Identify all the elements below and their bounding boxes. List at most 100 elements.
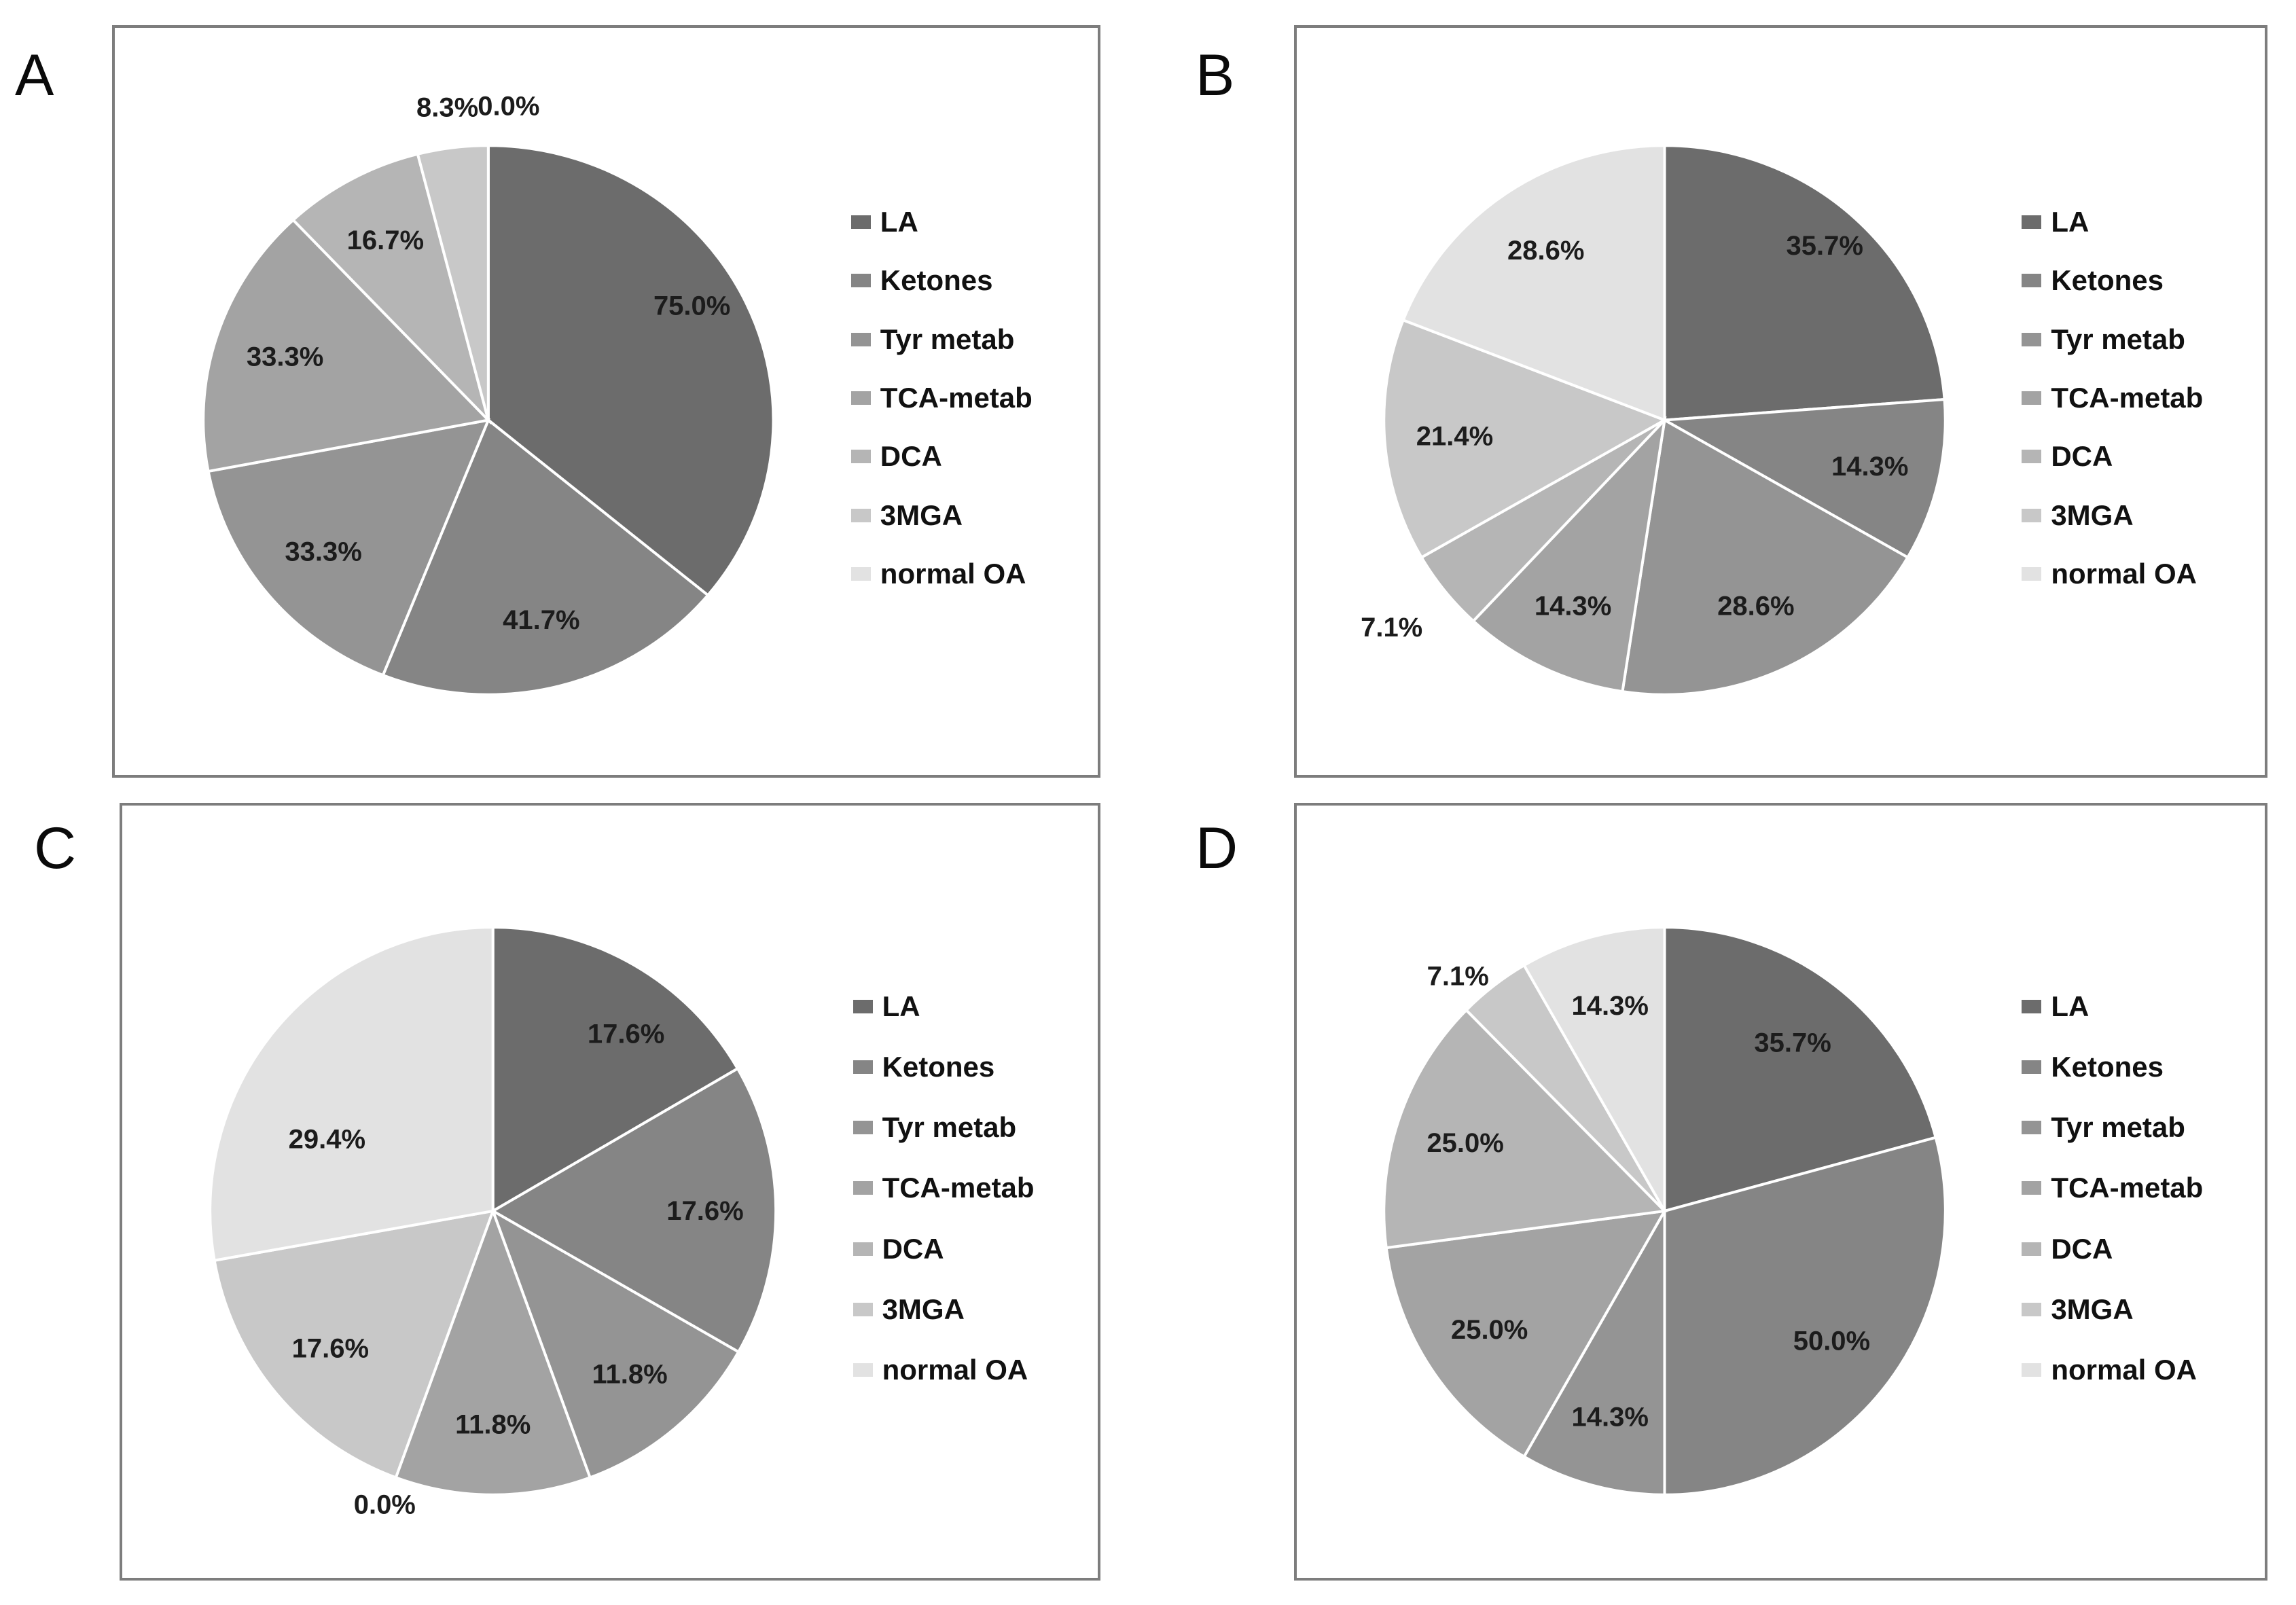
slice-label-la: 35.7%	[1787, 231, 1863, 261]
slice-label-normal-oa: 28.6%	[1507, 236, 1584, 266]
legend-swatch-normal-oa	[2022, 567, 2042, 581]
legend-item-ketones: Ketones	[853, 1050, 995, 1083]
pie-slice-normal-oa	[209, 926, 495, 1263]
legend-item-dca: DCA	[2022, 1233, 2113, 1265]
legend-swatch-3mga	[850, 508, 871, 522]
slice-label-3mga: 8.3%	[416, 92, 478, 122]
legend-c: LA Ketones Tyr metab TCA-metab DCA 3MGA normal…	[853, 806, 1098, 1578]
legend-item-3mga: 3MGA	[850, 499, 963, 532]
panel-a: 75.0% 41.7% 33.3% 33.3% 16.7% 8.3% 0.0% LA Keto…	[112, 25, 1100, 778]
legend-swatch-dca	[2022, 450, 2042, 464]
legend-label-dca: DCA	[880, 440, 942, 473]
legend-swatch-tyr-metab	[853, 1121, 873, 1135]
slice-label-tyr-metab: 28.6%	[1717, 592, 1794, 621]
pie-slice-tyr-metab	[207, 418, 491, 677]
panel-b: 35.7% 14.3% 28.6% 14.3% 7.1% 21.4% 28.6% LA Ket…	[1294, 25, 2267, 778]
legend-label-tca-metab: TCA-metab	[2051, 382, 2204, 414]
legend-item-ketones: Ketones	[2022, 1051, 2164, 1083]
legend-label-ketones: Ketones	[882, 1050, 995, 1083]
legend-item-tca-metab: TCA-metab	[850, 382, 1033, 414]
legend-item-normal-oa: normal OA	[2022, 1354, 2197, 1386]
pie-slice-3mga	[416, 144, 490, 421]
legend-label-dca: DCA	[2051, 440, 2113, 473]
legend-item-normal-oa: normal OA	[853, 1354, 1028, 1386]
pie-slice-la	[1663, 926, 1938, 1213]
legend-b: LA Ketones Tyr metab TCA-metab DCA 3MGA normal…	[2022, 28, 2265, 775]
legend-swatch-la	[853, 999, 873, 1013]
slice-label-normal-oa: 14.3%	[1571, 991, 1648, 1021]
legend-item-tca-metab: TCA-metab	[2022, 1172, 2203, 1204]
pie-chart-d: 35.7% 50.0% 14.3% 25.0% 25.0% 7.1% 14.3%	[1382, 926, 1947, 1496]
slice-label-ketones: 14.3%	[1831, 452, 1908, 482]
slice-label-tca-metab: 11.8%	[455, 1409, 531, 1439]
legend-swatch-normal-oa	[850, 567, 871, 581]
pie-slice-normal-oa	[1401, 144, 1666, 422]
legend-label-tyr-metab: Tyr metab	[2051, 323, 2185, 355]
legend-item-la: LA	[2022, 990, 2089, 1023]
legend-label-3mga: 3MGA	[2051, 499, 2134, 531]
pie-chart-a: 75.0% 41.7% 33.3% 33.3% 16.7% 8.3% 0.0%	[202, 92, 775, 696]
pie-slice-la	[491, 926, 740, 1214]
legend-swatch-dca	[850, 450, 871, 464]
slice-label-normal-oa: 29.4%	[289, 1125, 365, 1155]
pie-slice-tyr-metab	[1621, 418, 1910, 696]
slice-label-la: 17.6%	[588, 1019, 664, 1049]
legend-label-normal-oa: normal OA	[2051, 558, 2198, 590]
pie-chart-c: 17.6% 17.6% 11.8% 11.8% 0.0% 17.6% 29.4%	[209, 926, 778, 1519]
legend-label-tca-metab: TCA-metab	[882, 1172, 1035, 1204]
legend-swatch-la	[850, 215, 871, 229]
pie-slice-tca-metab	[1471, 416, 1667, 693]
legend-label-ketones: Ketones	[880, 264, 993, 297]
legend-label-3mga: 3MGA	[880, 499, 963, 531]
legend-item-tca-metab: TCA-metab	[853, 1172, 1035, 1204]
pie-slice-la	[1663, 144, 1946, 422]
slice-label-normal-oa: 0.0%	[478, 92, 539, 122]
pie-slice-tca-metab	[394, 1207, 592, 1496]
pie-slice-ketones	[490, 1066, 778, 1354]
legend-a: LA Ketones Tyr metab TCA-metab DCA 3MGA normal…	[850, 28, 1098, 775]
legend-label-la: LA	[882, 990, 920, 1022]
panel-d: 35.7% 50.0% 14.3% 25.0% 25.0% 7.1% 14.3% LA Ket…	[1294, 803, 2267, 1581]
legend-label-normal-oa: normal OA	[882, 1354, 1028, 1386]
panel-c: 17.6% 17.6% 11.8% 11.8% 0.0% 17.6% 29.4% LA Ket…	[120, 803, 1100, 1581]
legend-label-normal-oa: normal OA	[880, 558, 1026, 590]
legend-label-3mga: 3MGA	[2051, 1293, 2134, 1325]
legend-label-3mga: 3MGA	[882, 1293, 965, 1325]
legend-swatch-la	[2022, 999, 2042, 1013]
legend-swatch-la	[2022, 215, 2042, 229]
slice-label-3mga: 21.4%	[1416, 421, 1493, 451]
legend-label-tyr-metab: Tyr metab	[2051, 1111, 2185, 1144]
slice-label-tyr-metab: 33.3%	[285, 537, 361, 566]
pie-slice-3mga	[1382, 318, 1668, 560]
slice-label-tca-metab: 14.3%	[1535, 591, 1611, 621]
pie-slice-dca	[291, 152, 491, 425]
legend-swatch-ketones	[2022, 1060, 2042, 1074]
pie-slice-dca	[1382, 1008, 1668, 1250]
slice-label-dca: 0.0%	[354, 1490, 416, 1519]
legend-label-la: LA	[2051, 990, 2089, 1022]
legend-item-3mga: 3MGA	[853, 1293, 965, 1326]
pie-slice-ketones	[1660, 397, 1947, 560]
legend-label-tca-metab: TCA-metab	[2051, 1172, 2204, 1204]
legend-item-ketones: Ketones	[2022, 264, 2164, 297]
slice-label-tyr-metab: 11.8%	[592, 1359, 667, 1389]
legend-label-la: LA	[880, 206, 918, 238]
pie-slice-tca-metab	[202, 218, 491, 473]
legend-swatch-normal-oa	[2022, 1363, 2042, 1377]
legend-label-ketones: Ketones	[2051, 1050, 2164, 1083]
legend-item-la: LA	[850, 206, 918, 238]
legend-item-3mga: 3MGA	[2022, 1293, 2134, 1326]
legend-swatch-ketones	[850, 274, 871, 288]
legend-swatch-ketones	[2022, 274, 2042, 288]
legend-label-ketones: Ketones	[2051, 264, 2164, 297]
slice-label-tca-metab: 33.3%	[247, 342, 323, 372]
legend-swatch-tca-metab	[2022, 391, 2042, 405]
slice-label-tca-metab: 25.0%	[1451, 1315, 1528, 1345]
legend-item-tyr-metab: Tyr metab	[853, 1111, 1016, 1144]
legend-d: LA Ketones Tyr metab TCA-metab DCA 3MGA normal…	[2022, 806, 2265, 1578]
legend-item-normal-oa: normal OA	[2022, 558, 2197, 590]
legend-item-dca: DCA	[2022, 440, 2113, 473]
slice-label-3mga: 17.6%	[292, 1333, 369, 1363]
legend-swatch-tca-metab	[850, 391, 871, 405]
legend-swatch-tyr-metab	[850, 332, 871, 346]
